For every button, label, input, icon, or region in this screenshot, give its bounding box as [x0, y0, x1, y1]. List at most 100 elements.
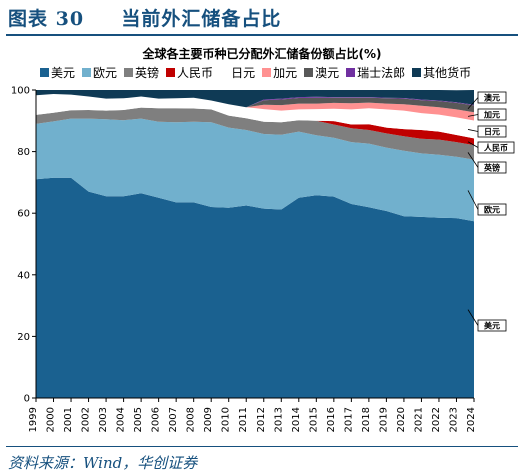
legend-swatch [220, 68, 230, 77]
legend-label: 澳元 [315, 66, 340, 80]
area-series-4 [36, 94, 474, 139]
x-tick-label: 2005 [133, 407, 144, 432]
x-tick-label: 2024 [466, 407, 477, 432]
area-series-5 [36, 94, 474, 121]
figure-label: 图表 30 [8, 8, 85, 30]
x-tick-label: 2001 [63, 407, 74, 432]
title-divider [6, 34, 518, 36]
x-tick-label: 2006 [151, 407, 162, 432]
x-tick-label: 2013 [273, 407, 284, 432]
legend-item-3: 人民币 [166, 64, 213, 81]
x-tick-label: 2015 [308, 407, 319, 432]
legend-label: 加元 [273, 66, 298, 80]
y-tick-label: 60 [17, 209, 30, 220]
legend-item-2: 英镑 [124, 64, 159, 81]
chart-title: 全球各主要币种已分配外汇储备份额占比(%) [142, 47, 382, 61]
annotation-box [477, 319, 507, 332]
x-tick-label: 2002 [81, 407, 92, 432]
area-series-8 [36, 90, 474, 108]
legend-swatch [82, 68, 92, 77]
annotation-label: 加元 [483, 110, 500, 120]
legend-label: 瑞士法郎 [357, 66, 406, 80]
figure-title: 图表 30 当前外汇储备占比 [8, 4, 281, 31]
annotation-label: 英镑 [483, 163, 500, 173]
legend-swatch [262, 68, 272, 77]
chart-axes: 0 20 40 60 80 100 1999 2000 2001 2002 2003 2004 2005… [11, 86, 477, 433]
x-tick-label: 2008 [186, 407, 197, 432]
x-tick-label: 2017 [343, 407, 354, 432]
area-series-1 [36, 118, 474, 222]
annotation-box [477, 108, 507, 121]
annotation-label: 欧元 [484, 205, 500, 215]
y-tick-label: 100 [11, 86, 30, 97]
annotation-leader [467, 190, 479, 210]
annotation-label: 日元 [484, 128, 500, 137]
x-tick-label: 2000 [46, 407, 57, 432]
x-tick-label: 2020 [396, 407, 407, 432]
legend-label: 欧元 [93, 66, 118, 80]
x-tick-label: 2009 [203, 407, 214, 432]
area-series-2 [36, 107, 474, 160]
legend-item-1: 欧元 [82, 64, 117, 81]
x-tick-label: 2018 [361, 407, 372, 432]
x-tick-label: 2012 [256, 407, 267, 432]
annotation-label: 人民币 [484, 143, 508, 153]
legend-swatch [304, 68, 314, 77]
annotation-box [477, 125, 507, 138]
legend-swatch [166, 68, 176, 77]
annotation-leader [467, 97, 479, 110]
legend-swatch [346, 68, 356, 77]
x-tick-label: 2003 [98, 407, 109, 432]
annotation-leader [467, 129, 479, 132]
source-divider [6, 446, 518, 447]
area-series-0 [36, 177, 474, 398]
legend-label: 其他货币 [423, 66, 472, 80]
stacked-area-chart: 0 20 40 60 80 100 1999 2000 2001 2002 2003 2004 2005… [11, 86, 515, 433]
y-tick-label: 80 [17, 147, 30, 158]
annotation-box [477, 161, 507, 174]
annotation-label: 美元 [484, 321, 500, 331]
legend-item-4: 日元 [220, 64, 255, 81]
legend-swatch [40, 68, 49, 77]
x-tick-label: 2004 [116, 407, 127, 432]
legend-label: 英镑 [135, 66, 160, 80]
legend-item-0: 美元 [40, 64, 75, 81]
legend-swatch [124, 68, 134, 77]
legend-swatch [412, 68, 422, 77]
legend-item-5: 加元 [262, 64, 297, 81]
annotation-leader [467, 309, 479, 326]
annotation-leader [467, 114, 479, 117]
x-tick-label: 2014 [291, 407, 302, 432]
annotation-leader [467, 141, 479, 148]
legend-label: 人民币 [177, 66, 214, 80]
x-tick-label: 2022 [431, 407, 442, 432]
figure-title-text: 当前外汇储备占比 [121, 8, 282, 30]
x-tick-label: 2021 [413, 407, 424, 432]
y-tick-label: 20 [17, 332, 30, 343]
x-tick-label: 2016 [326, 407, 337, 432]
annotation-box [477, 91, 507, 104]
legend-item-6: 澳元 [304, 64, 339, 81]
chart-legend: 美元 欧元 英镑 人民币 日元 加元 澳元 瑞士法郎 其他货币 [40, 64, 520, 81]
chart-areas [36, 90, 474, 398]
x-tick-label: 1999 [28, 407, 39, 432]
area-series-6 [36, 94, 474, 113]
source-note: 资料来源：Wind，华创证券 [8, 454, 198, 472]
annotation-box [477, 203, 507, 216]
x-tick-label: 2011 [238, 407, 249, 432]
y-tick-label: 40 [17, 270, 30, 281]
annotation-leader [467, 152, 479, 168]
annotation-box [477, 141, 515, 154]
legend-label: 日元 [231, 66, 256, 80]
legend-label: 美元 [51, 66, 76, 80]
x-tick-label: 2010 [221, 407, 232, 432]
x-tick-label: 2023 [448, 407, 459, 432]
x-tick-label: 2007 [168, 407, 179, 432]
area-series-7 [36, 94, 474, 108]
annotation-label: 澳元 [484, 93, 500, 103]
legend-item-7: 瑞士法郎 [346, 64, 405, 81]
x-tick-label: 2019 [378, 407, 389, 432]
legend-item-8: 其他货币 [412, 64, 471, 81]
y-tick-label: 0 [24, 394, 30, 405]
